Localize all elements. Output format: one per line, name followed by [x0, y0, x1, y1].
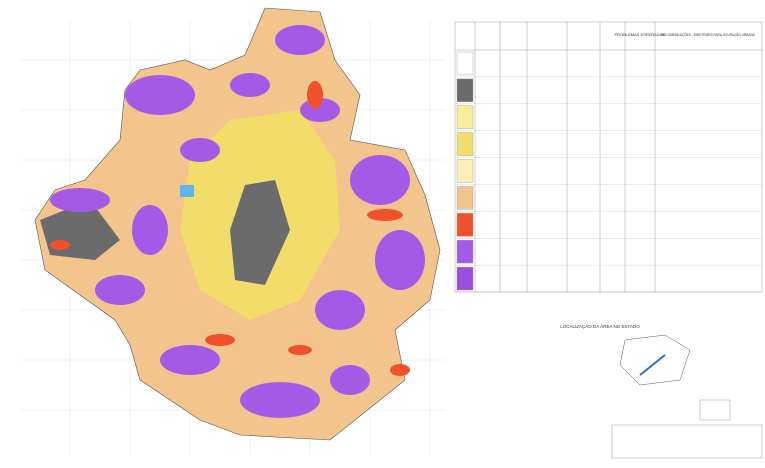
location-title: LOCALIZAÇÃO DA ÁREA NO ESTADO [560, 323, 640, 329]
legend-swatch [456, 186, 474, 210]
legend-swatch [456, 78, 474, 102]
legend-swatch [456, 132, 474, 156]
header-recommendations: RECOMENDAÇÕES - DIRETRIZES PARA OCUPAÇÃO… [661, 32, 756, 37]
geotechnical-map [34, 7, 441, 441]
legend-swatch [456, 159, 474, 183]
swatch-column [455, 51, 762, 293]
location-inset [619, 334, 691, 386]
legend-swatch [456, 51, 474, 76]
legend-swatch [456, 213, 474, 237]
legend-swatch [456, 240, 474, 264]
title-block [611, 399, 763, 459]
legend-swatch [456, 266, 474, 291]
header-problems: PROBLEMAS ESPERADOS [615, 32, 666, 37]
legend-swatch [456, 105, 474, 129]
